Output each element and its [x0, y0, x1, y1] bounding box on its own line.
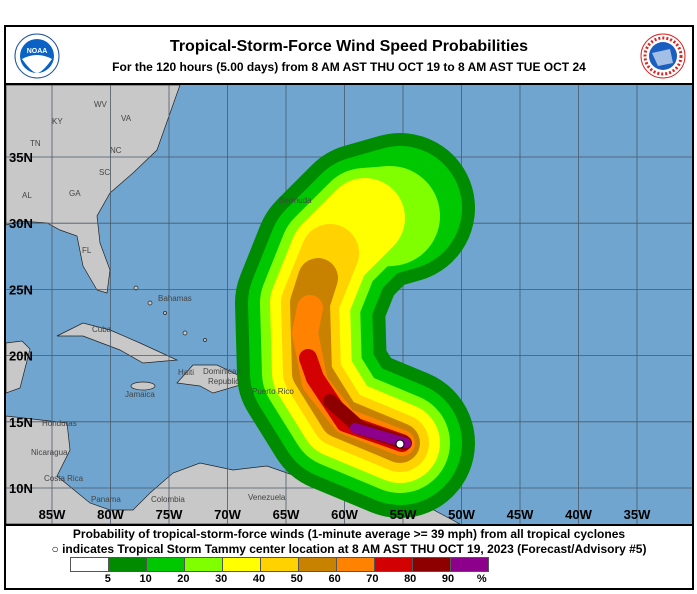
- place-labels: WV KY VA TN NC SC AL GA FL Bahamas Cuba …: [22, 100, 312, 504]
- label-sc: SC: [99, 168, 110, 177]
- label-dominican: Dominican: [203, 367, 241, 376]
- label-costa-rica: Costa Rica: [44, 474, 84, 483]
- lon-label: 70W: [214, 507, 241, 522]
- label-bahamas: Bahamas: [158, 294, 192, 303]
- legend-label: %: [476, 573, 487, 585]
- label-al: AL: [22, 191, 32, 200]
- legend-label: 5: [104, 573, 111, 585]
- lat-label: 15N: [9, 415, 33, 430]
- label-ky: KY: [52, 117, 63, 126]
- label-va: VA: [121, 114, 132, 123]
- storm-center-marker: [395, 439, 405, 449]
- legend-label: 10: [139, 573, 152, 585]
- label-nicaragua: Nicaragua: [31, 448, 68, 457]
- axis-labels: 85W 80W 75W 70W 65W 60W 55W 50W 45W 40W 35W 35N 30N 2…: [9, 150, 651, 522]
- legend-swatch: [147, 557, 185, 572]
- lon-label: 45W: [507, 507, 534, 522]
- yucatan: [6, 340, 31, 394]
- legend-swatch: [185, 557, 223, 572]
- label-fl: FL: [82, 246, 92, 255]
- color-legend: [70, 557, 489, 572]
- label-haiti: Haiti: [178, 368, 194, 377]
- label-nc: NC: [110, 146, 122, 155]
- label-ga: GA: [69, 189, 81, 198]
- probability-map: WV KY VA TN NC SC AL GA FL Bahamas Cuba …: [6, 85, 692, 524]
- svg-text:NOAA: NOAA: [27, 48, 48, 55]
- noaa-logo: NOAA: [14, 33, 60, 79]
- label-venezuela: Venezuela: [248, 493, 286, 502]
- label-republic: Republic: [208, 377, 239, 386]
- jamaica: [130, 381, 156, 391]
- lon-label: 85W: [39, 507, 66, 522]
- label-cuba: Cuba: [92, 325, 112, 334]
- legend-swatch: [337, 557, 375, 572]
- lon-label: 55W: [390, 507, 417, 522]
- lat-label: 20N: [9, 349, 33, 364]
- caption: Probability of tropical-storm-force wind…: [6, 524, 692, 556]
- lat-label: 30N: [9, 216, 33, 231]
- legend-label: 50: [290, 573, 303, 585]
- nws-logo: [640, 33, 686, 79]
- legend-swatch: [70, 557, 109, 572]
- legend-swatch: [223, 557, 261, 572]
- legend-labels: 5 10 20 30 40 50 60 70 80 90%: [70, 573, 530, 586]
- legend-label: 20: [177, 573, 190, 585]
- legend-swatch: [375, 557, 413, 572]
- label-tn: TN: [30, 139, 41, 148]
- page-title: Tropical-Storm-Force Wind Speed Probabil…: [169, 38, 529, 55]
- lon-label: 65W: [273, 507, 300, 522]
- label-puerto-rico: Puerto Rico: [252, 387, 294, 396]
- legend-label: 80: [404, 573, 417, 585]
- label-bermuda: Bermuda: [279, 196, 312, 205]
- legend-label: 60: [328, 573, 341, 585]
- caption-line-2: ○ indicates Tropical Storm Tammy center …: [51, 542, 647, 556]
- legend-label: 40: [252, 573, 266, 585]
- label-wv: WV: [94, 100, 108, 109]
- legend-swatch: [109, 557, 147, 572]
- caption-line-1: Probability of tropical-storm-force wind…: [72, 527, 626, 541]
- legend-swatch: [299, 557, 337, 572]
- lon-label: 60W: [331, 507, 358, 522]
- header: NOAA Tropical-Storm-Force Wind Speed Pro…: [6, 27, 692, 85]
- legend-swatch: [451, 557, 489, 572]
- legend-label: 90: [441, 573, 455, 585]
- label-jamaica: Jamaica: [125, 390, 155, 399]
- cuba: [56, 322, 179, 364]
- product-frame: NOAA Tropical-Storm-Force Wind Speed Pro…: [4, 25, 694, 590]
- lat-label: 35N: [9, 150, 33, 165]
- lat-label: 10N: [9, 481, 33, 496]
- north-america-land: [6, 85, 181, 294]
- probability-swath: [235, 133, 475, 518]
- lat-label: 25N: [9, 282, 33, 297]
- legend-swatch: [261, 557, 299, 572]
- legend-swatch: [413, 557, 451, 572]
- legend-label: 30: [215, 573, 228, 585]
- lon-label: 35W: [624, 507, 651, 522]
- lon-label: 75W: [156, 507, 183, 522]
- legend-label: 70: [366, 573, 379, 585]
- label-panama: Panama: [91, 495, 121, 504]
- page-subtitle: For the 120 hours (5.00 days) from 8 AM …: [112, 60, 586, 74]
- lon-label: 40W: [565, 507, 592, 522]
- label-colombia: Colombia: [151, 495, 185, 504]
- label-honduras: Honduras: [42, 419, 77, 428]
- lon-label: 80W: [97, 507, 124, 522]
- lon-label: 50W: [448, 507, 475, 522]
